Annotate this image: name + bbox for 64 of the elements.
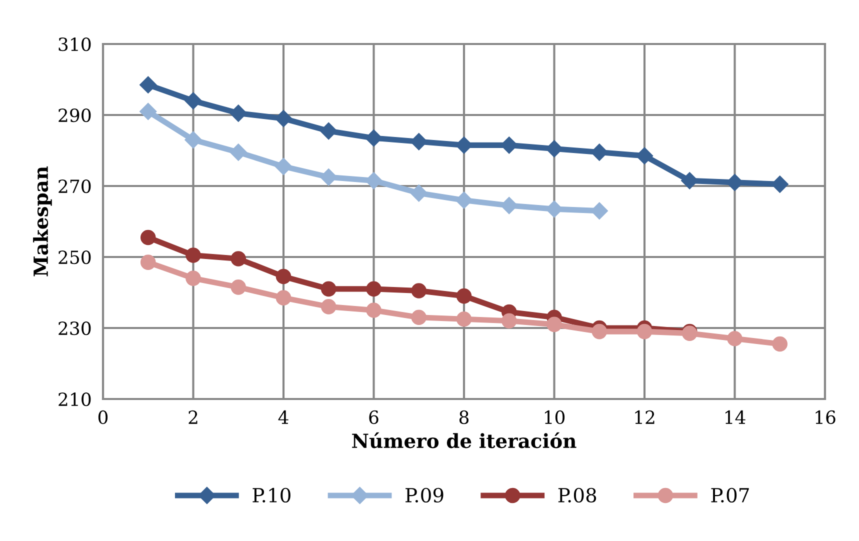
point [456, 311, 472, 327]
x-tick-label: 12 [635, 410, 654, 424]
point [184, 92, 202, 110]
y-axis-title: Makespan [33, 166, 52, 276]
point [140, 102, 157, 120]
point [186, 248, 201, 263]
point [590, 144, 608, 161]
legend-label: P.07 [711, 488, 749, 503]
point [276, 268, 292, 284]
y-tick-label: 250 [58, 250, 91, 264]
x-tick-label: 6 [369, 410, 378, 424]
point [592, 324, 608, 340]
point [230, 104, 247, 122]
x-tick-label: 2 [188, 410, 198, 424]
point [365, 130, 382, 147]
legend-label: P.09 [406, 488, 444, 503]
x-axis-title: Número de iteración [352, 432, 576, 448]
y-tick-label: 210 [58, 392, 91, 406]
point [365, 172, 382, 190]
point [410, 133, 428, 150]
x-tick-label: 8 [459, 410, 469, 424]
point [366, 281, 382, 297]
point [636, 147, 654, 164]
point [140, 254, 156, 270]
point [320, 281, 336, 297]
point [590, 202, 608, 220]
legend-label: P.10 [252, 488, 290, 503]
point [184, 131, 202, 148]
point [140, 230, 156, 246]
point [546, 316, 562, 332]
y-tick-label: 270 [58, 179, 91, 194]
y-tick-label: 290 [58, 108, 91, 122]
point [230, 144, 247, 161]
point [411, 283, 427, 298]
x-tick-label: 4 [278, 410, 288, 424]
point [681, 172, 698, 190]
y-tick-label: 310 [58, 37, 91, 52]
point [274, 158, 292, 176]
point [456, 288, 472, 304]
point [186, 270, 201, 286]
point [546, 140, 563, 158]
x-tick-label: 10 [544, 410, 565, 424]
point [140, 76, 157, 94]
x-tick-label: 0 [98, 410, 108, 424]
point [230, 251, 246, 266]
point [500, 196, 518, 214]
point [276, 290, 292, 306]
point [501, 313, 517, 329]
point [274, 110, 292, 128]
point [410, 184, 428, 202]
point [411, 310, 427, 325]
x-tick-label: 16 [816, 410, 836, 424]
point [230, 280, 246, 295]
point [727, 331, 742, 346]
point [636, 324, 652, 340]
point [320, 168, 338, 186]
point [772, 336, 788, 352]
point [320, 299, 336, 314]
point [366, 302, 382, 318]
point [320, 122, 338, 140]
x-tick-label: 14 [725, 410, 746, 424]
point [455, 192, 473, 209]
legend-label: P.08 [558, 488, 596, 503]
y-tick-label: 230 [58, 321, 91, 336]
